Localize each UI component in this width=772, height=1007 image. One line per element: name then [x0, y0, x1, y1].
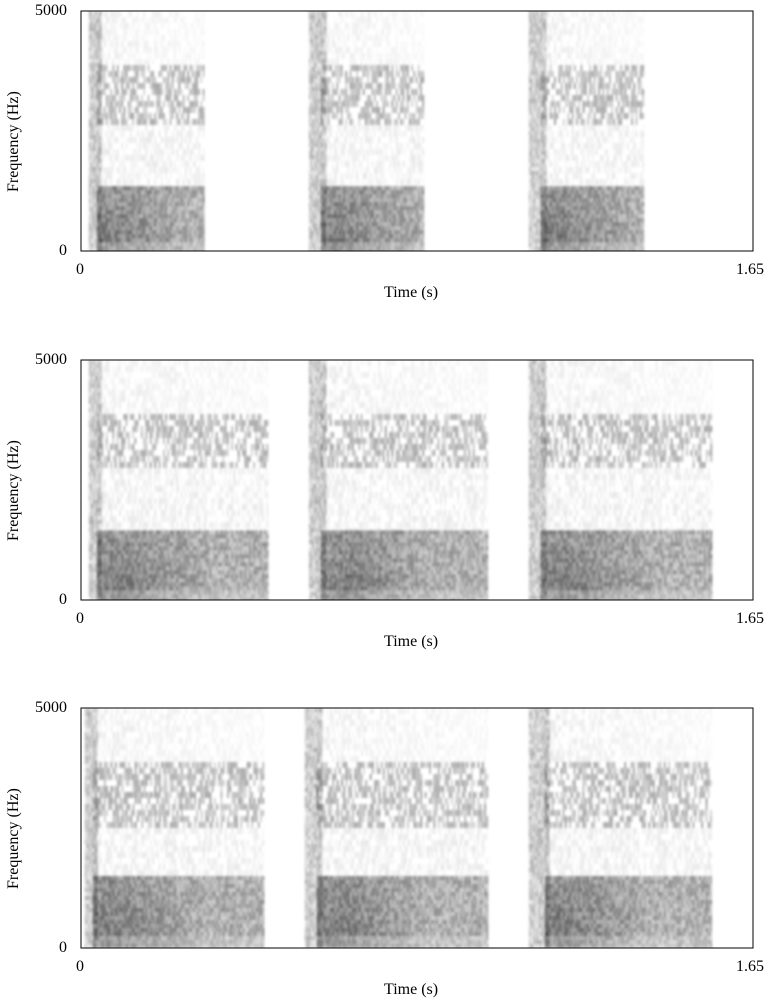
y-tick-max-1: 5000	[35, 3, 67, 19]
spectrogram-panel-2: Frequency (Hz) 5000 0 0 1.65 Time (s)	[0, 349, 772, 659]
y-tick-min-3: 0	[59, 940, 67, 956]
spectrogram-plot-1	[0, 0, 772, 310]
y-axis-label-3: Frequency (Hz)	[5, 788, 23, 889]
y-axis-label-2: Frequency (Hz)	[5, 440, 23, 541]
y-axis-label-1: Frequency (Hz)	[5, 91, 23, 192]
spectrogram-panel-1: Frequency (Hz) 5000 0 0 1.65 Time (s)	[0, 0, 772, 310]
y-tick-min-2: 0	[59, 592, 67, 608]
y-tick-max-2: 5000	[35, 352, 67, 368]
x-tick-min-3: 0	[76, 959, 84, 975]
x-tick-max-1: 1.65	[736, 262, 764, 278]
spectrogram-plot-2	[0, 349, 772, 659]
x-axis-label-3: Time (s)	[384, 982, 438, 998]
x-tick-max-3: 1.65	[736, 959, 764, 975]
y-tick-min-1: 0	[59, 243, 67, 259]
x-axis-label-1: Time (s)	[384, 285, 438, 301]
y-tick-max-3: 5000	[35, 700, 67, 716]
spectrogram-panel-3: Frequency (Hz) 5000 0 0 1.65 Time (s)	[0, 697, 772, 1007]
x-axis-label-2: Time (s)	[384, 634, 438, 650]
x-tick-max-2: 1.65	[736, 611, 764, 627]
spectrogram-plot-3	[0, 697, 772, 1007]
x-tick-min-2: 0	[76, 611, 84, 627]
x-tick-min-1: 0	[76, 262, 84, 278]
